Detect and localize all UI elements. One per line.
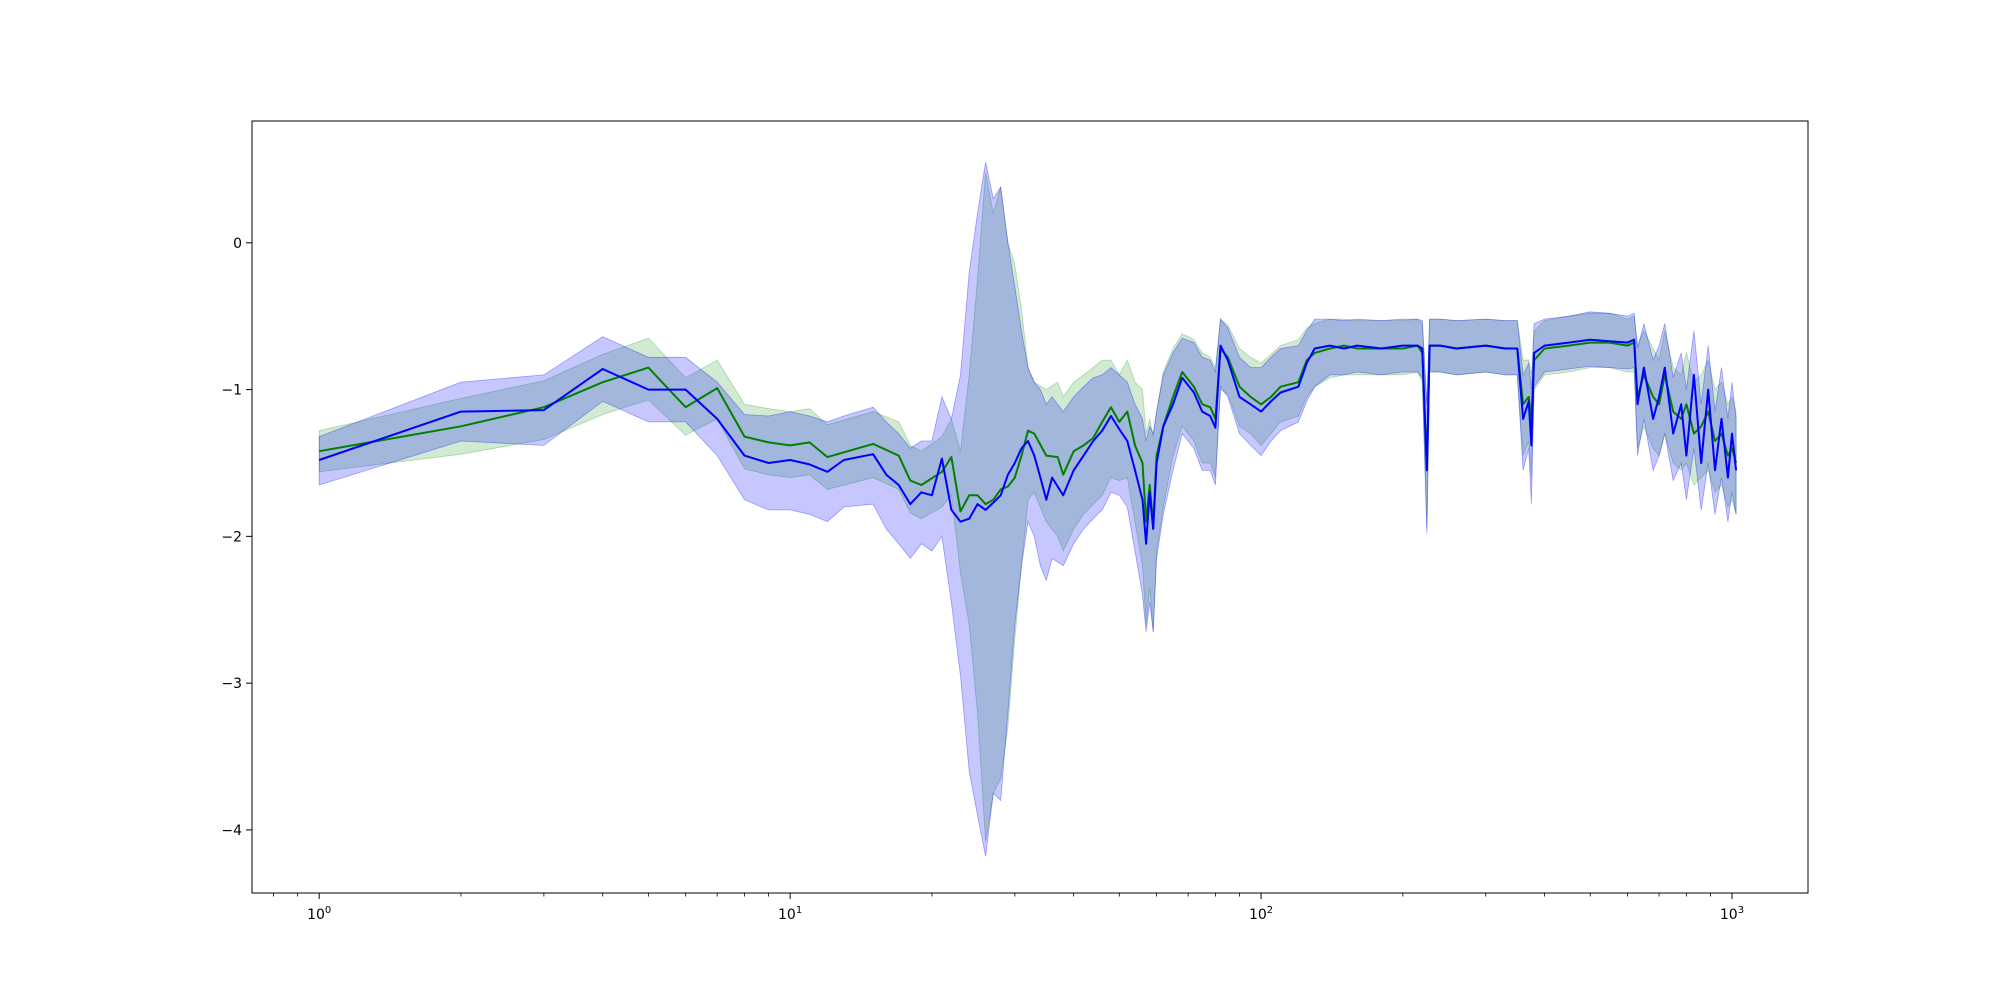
- axes: 100 101 102 103 0 −1 −2 −3 −4: [221, 120, 1809, 923]
- y-tick-label: 0: [233, 236, 242, 252]
- band-group: [318, 162, 1737, 857]
- y-tick-label: −4: [221, 823, 242, 839]
- series-1-line: [319, 341, 1738, 526]
- x-tick-label: 100: [307, 905, 331, 923]
- series-2-line: [318, 338, 1738, 545]
- series-1-band: [318, 172, 1737, 842]
- series-2-band: [318, 162, 1737, 857]
- plot-area: [318, 162, 1738, 857]
- y-tick-label: −2: [221, 529, 242, 545]
- x-tick-label: 103: [1720, 905, 1744, 923]
- x-tick-label: 102: [1249, 905, 1273, 923]
- line-group: [318, 338, 1738, 545]
- y-tick-label: −1: [221, 383, 242, 399]
- y-tick-label: −3: [221, 676, 242, 692]
- x-tick-label: 101: [778, 905, 802, 923]
- plot-frame: [251, 120, 1809, 894]
